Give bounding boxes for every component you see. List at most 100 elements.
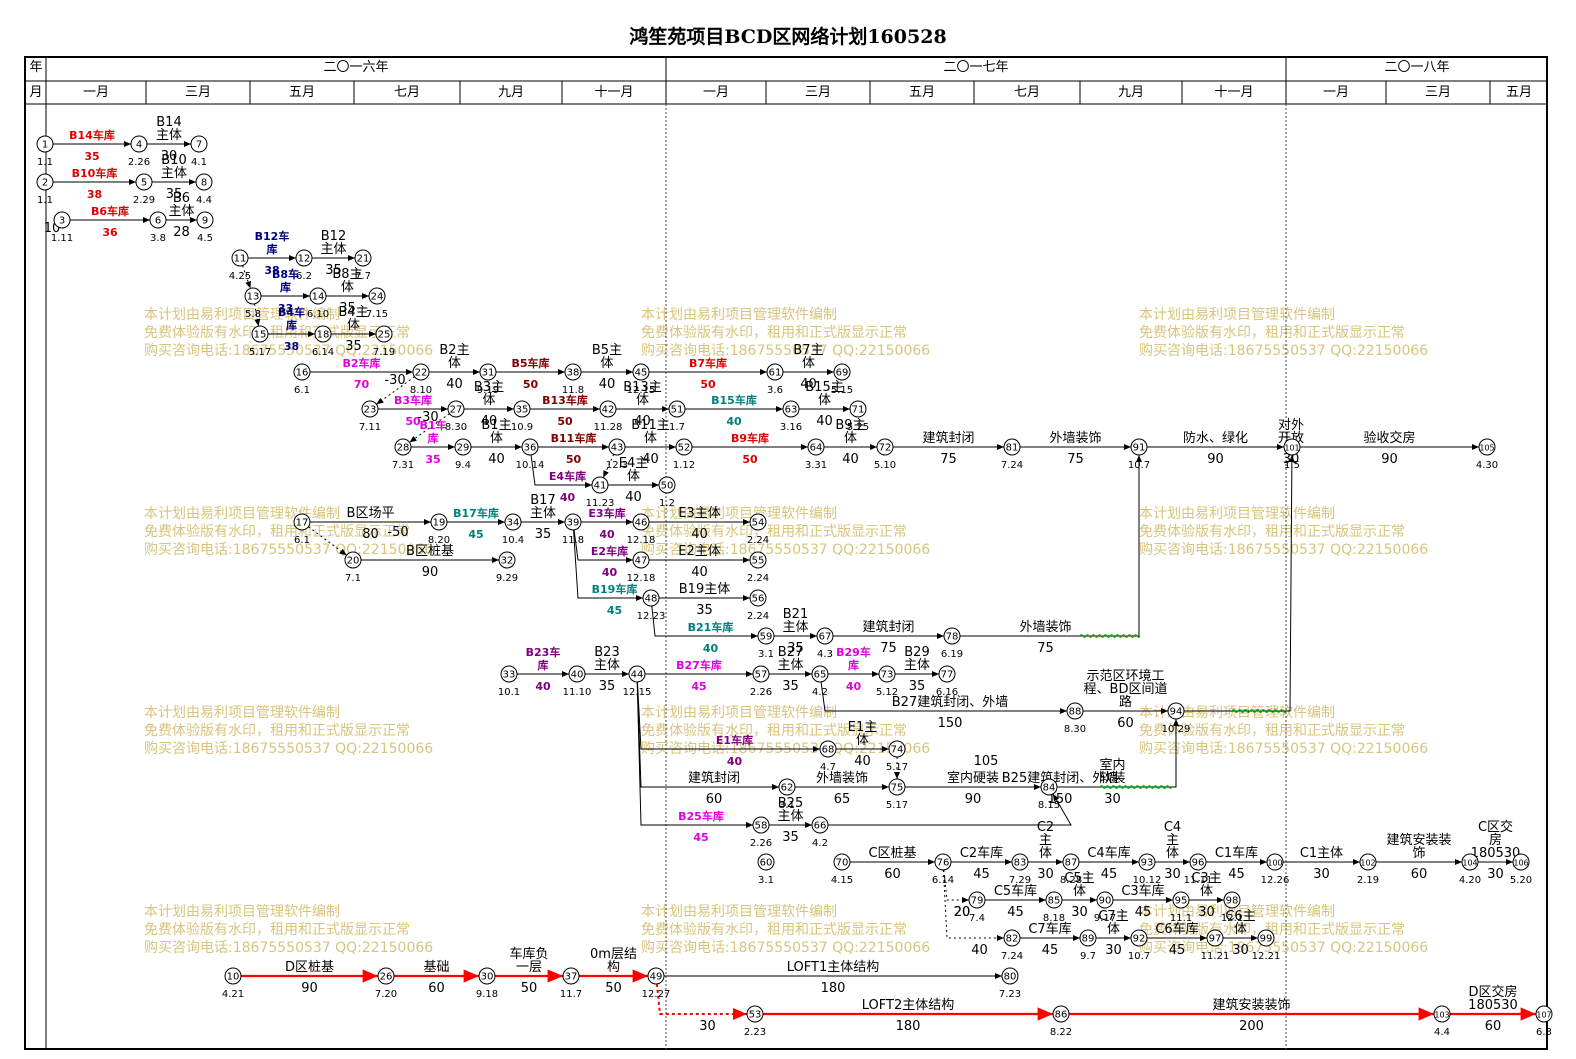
- event-node: 155.17: [249, 325, 271, 358]
- dummy-arrow: [308, 526, 347, 556]
- event-number: 2: [42, 178, 48, 189]
- event-date: 3.16: [780, 422, 802, 433]
- event-number: 76: [937, 858, 950, 869]
- event-number: 93: [1141, 858, 1154, 869]
- activity-duration: 60: [1485, 1019, 1502, 1034]
- activity-duration: 60: [884, 867, 901, 882]
- event-node: 695.15: [831, 363, 853, 396]
- month-2017-03: 三月: [804, 85, 831, 100]
- event-date: 1.5: [1284, 460, 1300, 471]
- event-date: 4.25: [229, 271, 251, 282]
- event-node: 501.2: [658, 476, 676, 509]
- activity-duration: 35: [787, 641, 804, 656]
- activity-name: LOFT1主体结构: [787, 960, 879, 975]
- event-number: 86: [1055, 1010, 1068, 1021]
- event-number: 30: [481, 972, 494, 983]
- event-node: 247.15: [366, 287, 388, 320]
- activity-name: 室内软装: [1099, 757, 1125, 786]
- activity-name: C7车库: [1028, 921, 1071, 937]
- event-number: 91: [1133, 443, 1146, 454]
- event-date: 6.14: [312, 347, 334, 358]
- event-number: 55: [752, 556, 765, 567]
- event-number: 49: [650, 972, 663, 983]
- activity-duration: 40: [599, 528, 615, 541]
- event-number: 90: [1099, 896, 1112, 907]
- month-2016-05: 五月: [288, 85, 315, 100]
- event-number: 60: [760, 858, 773, 869]
- event-number: 62: [781, 783, 794, 794]
- event-number: 61: [769, 368, 782, 379]
- activity-name: B9车库: [731, 431, 769, 445]
- event-number: 46: [635, 518, 648, 529]
- event-date: 7.24: [1001, 951, 1023, 962]
- activity-name: B8车库: [272, 267, 299, 294]
- event-node: 92 10.7: [1128, 929, 1150, 962]
- event-node: 674.3: [816, 627, 834, 660]
- event-node: 102 2.19: [1357, 853, 1379, 886]
- event-number: 25: [378, 330, 391, 341]
- activity-duration: 90: [301, 981, 318, 996]
- month-2016-09: 九月: [497, 85, 524, 100]
- event-number: 87: [1065, 858, 1078, 869]
- watermark: 本计划由易利项目管理软件编制 免费体验版有水印，租用和正式版显示正常 购买咨询电话:…: [144, 307, 434, 359]
- watermark: 本计划由易利项目管理软件编制 免费体验版有水印，租用和正式版显示正常 购买咨询电话:…: [641, 506, 931, 558]
- activity-name: B1车库: [419, 418, 446, 445]
- activity-name: B9主体: [835, 418, 865, 446]
- event-date: 6.3: [1536, 1027, 1552, 1038]
- event-number: 74: [891, 745, 904, 756]
- event-number: 11: [234, 254, 247, 265]
- event-node: 572.26: [750, 665, 772, 698]
- event-date: 3.1: [779, 800, 795, 811]
- activity-name: B17 主体: [530, 493, 556, 521]
- event-node: 21.1: [36, 173, 54, 206]
- event-number: 65: [814, 670, 827, 681]
- event-node: 38 11.8: [562, 363, 584, 396]
- activity-name: B19主体: [679, 582, 730, 597]
- event-node: 101 1.5: [1283, 438, 1301, 471]
- event-node: 817.24: [1001, 438, 1023, 471]
- event-number: 53: [749, 1010, 762, 1021]
- event-date: 2.23: [744, 1027, 766, 1038]
- event-node: 105 4.30: [1476, 438, 1498, 471]
- activity-name: C4 主体: [1164, 820, 1181, 861]
- event-node: 521.12: [673, 438, 695, 471]
- event-number: 20: [347, 556, 360, 567]
- event-date: 4.5: [197, 233, 213, 244]
- activity-duration: 50: [557, 415, 573, 428]
- event-date: 11.8: [562, 535, 584, 546]
- activity-duration: 40: [625, 490, 642, 505]
- event-date: 2.29: [133, 195, 155, 206]
- activity-name: D区交房 180530: [1468, 984, 1518, 1013]
- event-number: 96: [1192, 858, 1205, 869]
- event-date: 7.11: [359, 422, 381, 433]
- event-date: 3.1: [758, 649, 774, 660]
- month-2018-05: 五月: [1505, 85, 1532, 100]
- activity-name: E1主体: [848, 720, 878, 748]
- header-grid: [24, 56, 1548, 1050]
- event-date: 12.18: [627, 535, 656, 546]
- event-node: 745.17: [886, 740, 908, 773]
- event-number: 15: [254, 330, 267, 341]
- activity-name: 防水、绿化: [1183, 430, 1248, 446]
- event-number: 16: [296, 368, 309, 379]
- activity-name: E2车库: [591, 544, 628, 558]
- activity-duration: 40: [560, 491, 576, 504]
- activity-duration: 80: [362, 527, 379, 542]
- event-node: 704.15: [831, 853, 853, 886]
- event-number: 9: [202, 216, 208, 227]
- event-node: 95 11.1: [1170, 891, 1192, 924]
- activity-name: B5车库: [511, 356, 549, 370]
- event-date: 9.4: [455, 460, 471, 471]
- event-number: 13: [247, 292, 260, 303]
- event-date: 7.24: [1001, 460, 1023, 471]
- activity-duration: 45: [1042, 943, 1059, 958]
- activity-duration: 30: [1105, 943, 1122, 958]
- month-2017-09: 九月: [1117, 85, 1144, 100]
- event-date: 6.14: [932, 875, 954, 886]
- event-date: 12.23: [637, 611, 666, 622]
- activity-duration: 50: [742, 453, 758, 466]
- month-row-label: 月: [29, 85, 43, 100]
- activity-name: B8主体: [332, 267, 362, 295]
- activity-name: D区桩基: [285, 960, 334, 975]
